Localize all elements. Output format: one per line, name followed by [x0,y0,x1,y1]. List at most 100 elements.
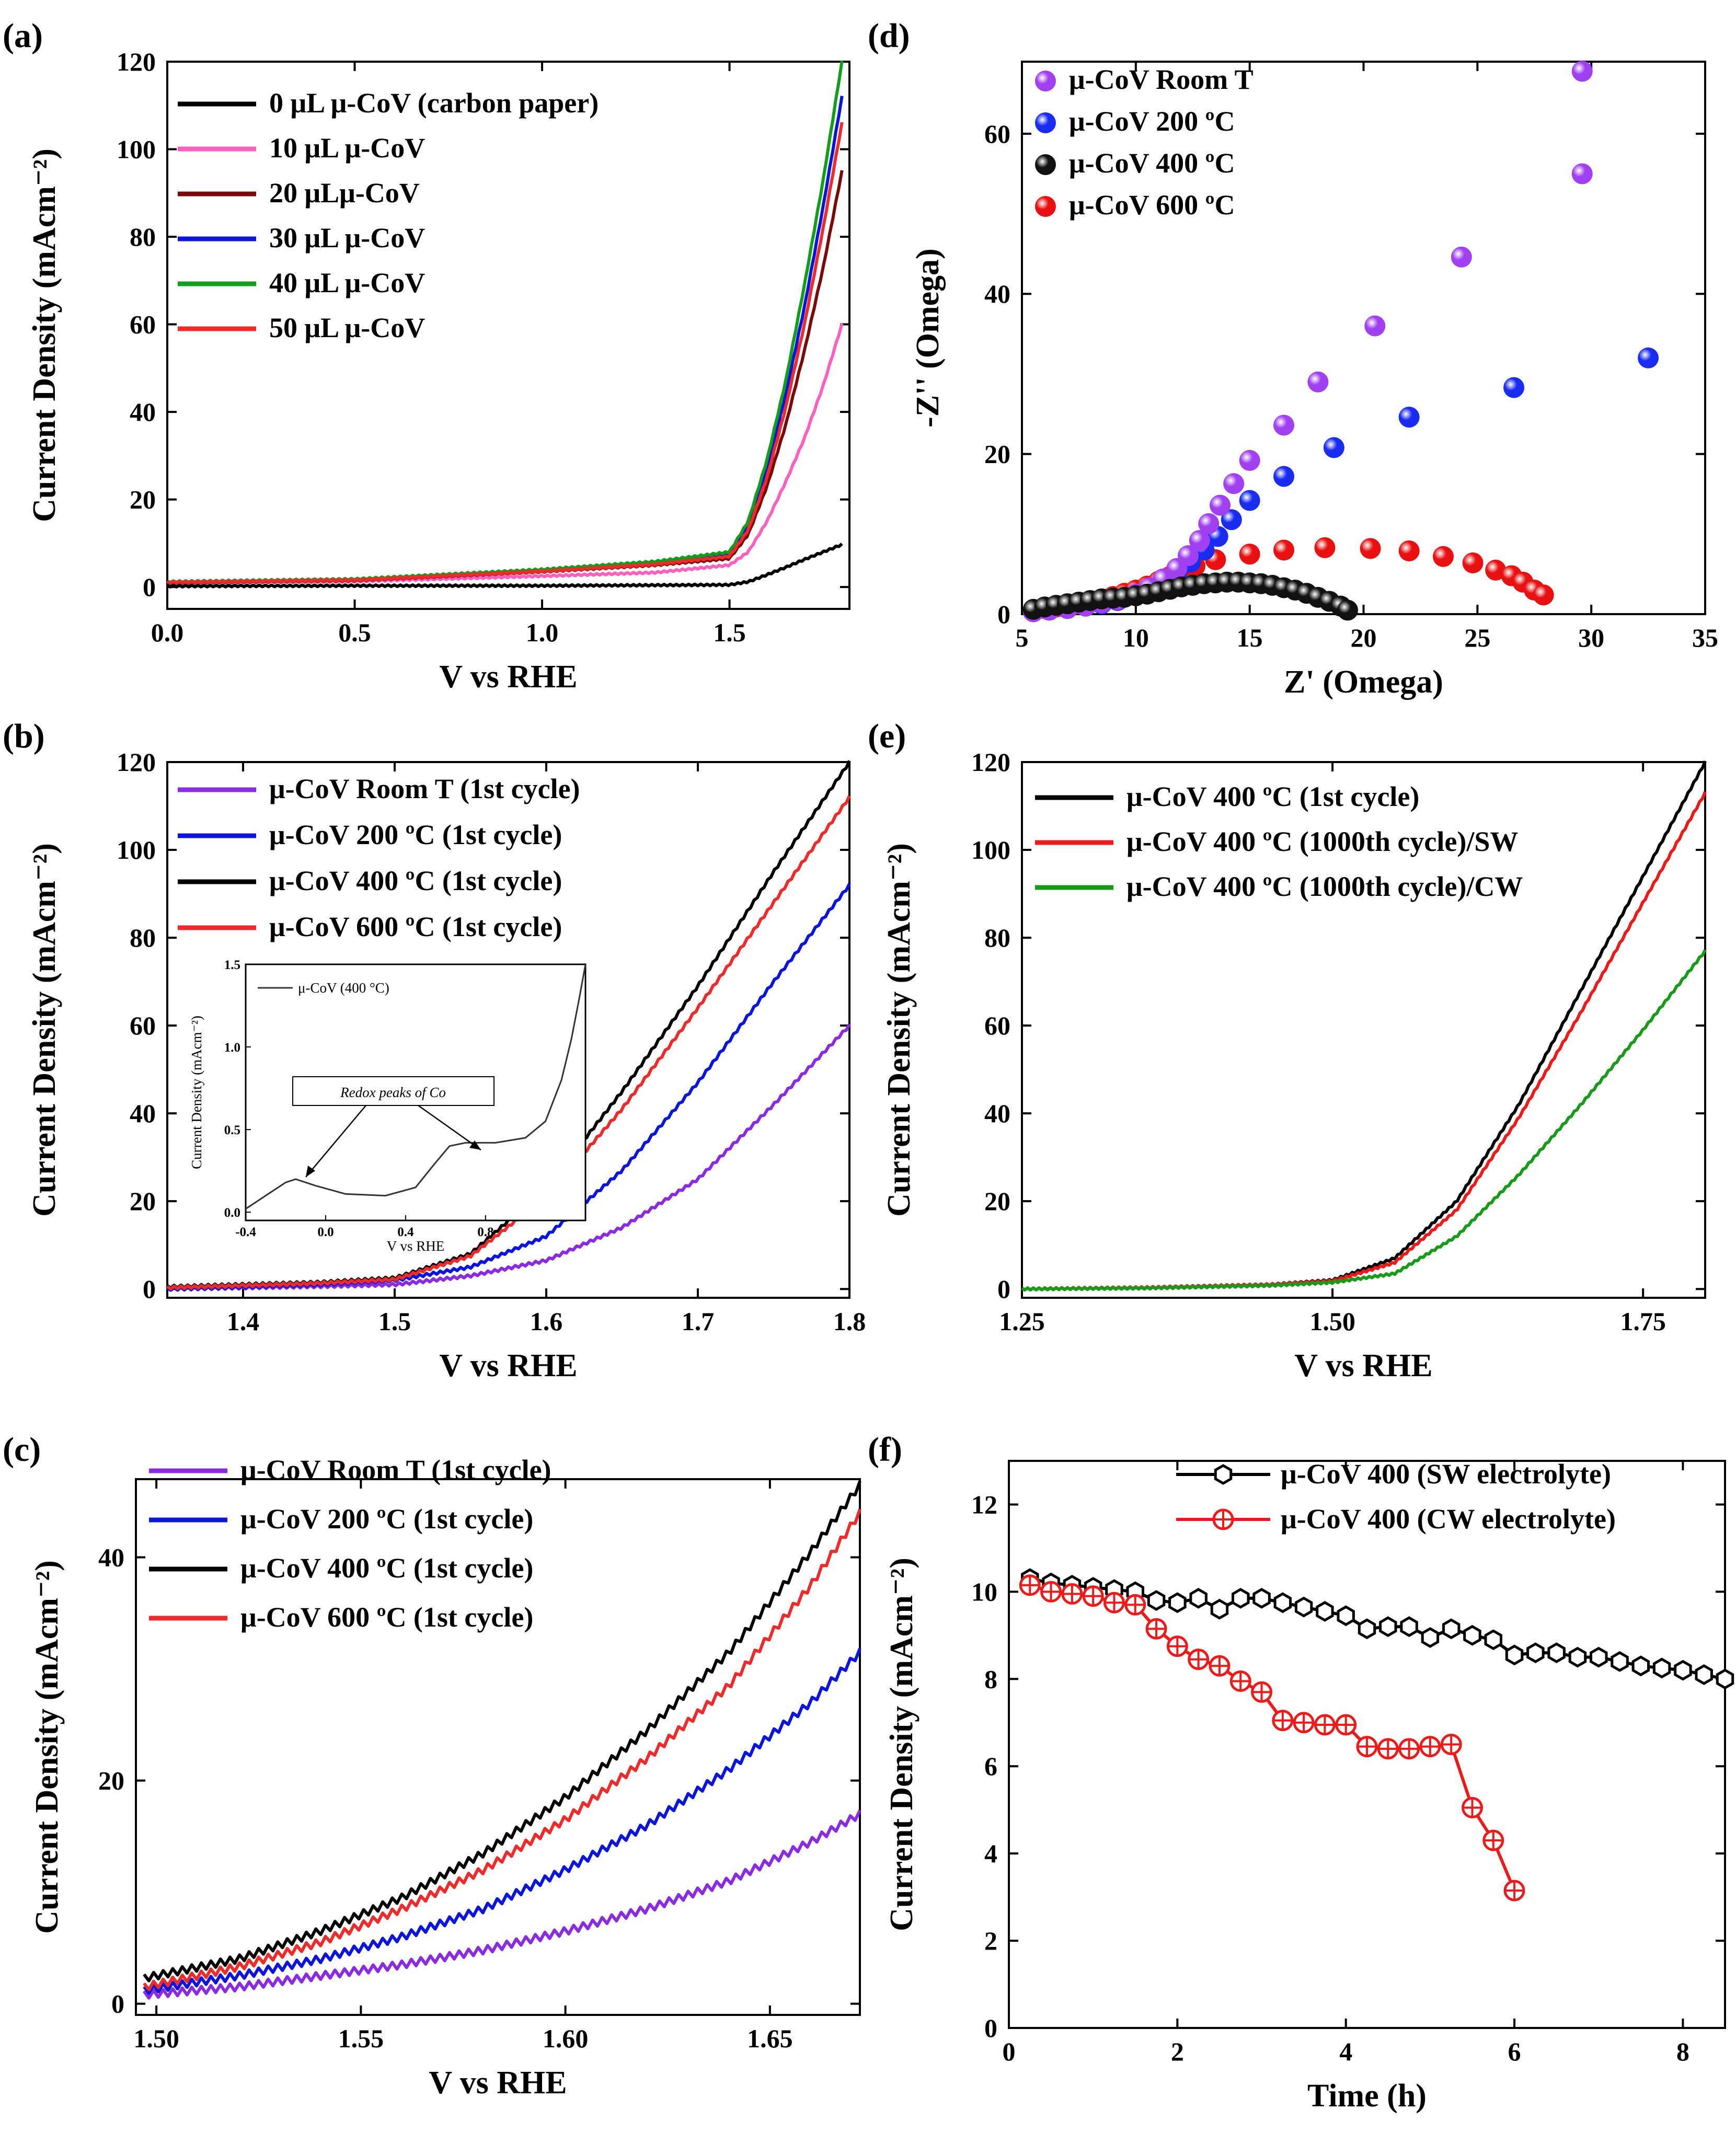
x-tick-label: 4 [1339,2037,1352,2066]
x-tick-label: 20 [1351,623,1377,652]
x-axis-title: V vs RHE [429,2065,567,2101]
x-tick-label: 1.4 [227,1307,260,1336]
inset-y-tick-label: 0.5 [224,1123,240,1137]
legend-label: μ-CoV 400 (SW electrolyte) [1281,1458,1611,1490]
y-tick-label: 0 [143,1274,156,1304]
x-tick-label: 30 [1578,623,1604,652]
hexagon-marker [1316,1601,1334,1622]
hexagon-marker [1252,1588,1271,1609]
y-tick-label: 80 [130,923,156,952]
panel-b-chart: 1.4 1.5 1.6 1.7 1.8 0 20 40 60 80 100 120 V vs RHE Cu… [27,747,866,1384]
y-tick-label: 0 [997,1274,1010,1304]
inset-y-tick-label: 1.0 [224,1041,240,1055]
hexagon-marker [1716,1668,1734,1690]
x-tick-label: 0 [1003,2037,1016,2066]
y-tick-label: 40 [98,1542,124,1572]
annotation-arrowhead-1 [306,1166,315,1177]
hexagon-marker [1358,1618,1376,1640]
data-point [1223,473,1245,494]
data-point [1638,347,1659,368]
y-tick-label: 60 [984,119,1010,148]
panel-c-chart: 1.50 1.55 1.60 1.65 0 20 40 V vs RHE Current Den… [29,1454,861,2101]
hexagon-marker [1484,1629,1502,1651]
x-tick-label: 2 [1171,2037,1184,2066]
y-axis-title: -Z'' (Omega) [910,248,946,428]
data-point [1462,552,1484,573]
legend-label: 20 μLμ-CoV [269,177,420,209]
hexagon-marker [1611,1651,1629,1672]
data-point [1273,466,1295,487]
y-tick-label: 20 [98,1766,124,1795]
panel-e-chart: 1.25 1.50 1.75 0 20 40 60 80 100 120 V vs RHE Curre… [881,747,1707,1384]
data-point [1398,407,1420,428]
legend-label: μ-CoV 400 ºC (1st cycle) [1126,781,1419,812]
x-axis-title: V vs RHE [439,659,577,695]
data-point [1451,246,1472,268]
y-tick-label: 120 [117,47,156,76]
hexagon-marker [1379,1616,1397,1638]
hexagon-marker [1294,1596,1313,1618]
x-tick-label: 6 [1508,2037,1521,2066]
legend-label: μ-CoV 400 ºC (1000th cycle)/CW [1126,871,1523,902]
hexagon-marker [1189,1588,1208,1609]
hexagon-marker [1337,1605,1355,1627]
hexagon-marker [1232,1588,1250,1609]
y-tick-label: 0 [143,572,156,602]
hexagon-marker [1631,1655,1650,1677]
data-point [1239,449,1260,471]
hexagon-marker [1463,1624,1481,1646]
x-tick-label: 8 [1676,2037,1689,2066]
legend-label: μ-CoV 400 ºC (1st cycle) [240,1552,533,1584]
y-tick-label: 20 [130,485,156,514]
legend-label: μ-CoV 200 ºC [1069,106,1235,137]
y-tick-label: 40 [984,279,1010,308]
x-tick-label: 1.8 [833,1307,866,1336]
y-tick-label: 12 [971,1490,997,1519]
legend-label: μ-CoV 400 ºC (1st cycle) [269,865,562,896]
annotation-arrow-2 [418,1104,481,1151]
data-point [1239,544,1260,565]
data-point [1198,513,1220,534]
y-tick-label: 10 [971,1577,997,1606]
hexagon-marker [1695,1664,1713,1685]
y-tick-label: 2 [984,1926,997,1955]
series-line-3 [1021,949,1707,1292]
data-point [1221,509,1242,531]
series-line-4 [166,795,851,1290]
inset-x-tick-label: 0.0 [317,1225,334,1239]
inset-annotation-text: Redox peaks of Co [340,1085,446,1100]
hexagon-marker [1210,1598,1229,1620]
y-tick-label: 60 [984,1011,1010,1040]
y-tick-label: 6 [984,1751,997,1781]
plot-frame [1008,1460,1726,2029]
hexagon-marker [1421,1627,1440,1648]
y-tick-label: 40 [130,397,156,427]
y-tick-label: 100 [117,835,156,864]
y-axis-title: Current Density (mAcm⁻²) [27,148,62,522]
panel-label-d: (d) [868,17,910,55]
x-tick-label: 10 [1123,623,1149,652]
hexagon-marker [1547,1642,1566,1664]
panel-label-e: (e) [868,717,906,755]
x-tick-label: 0.5 [338,618,371,647]
hexagon-marker [1214,1464,1233,1485]
x-axis-title: V vs RHE [1294,1348,1432,1384]
inset-curve [245,964,587,1210]
hexagon-marker [1526,1642,1545,1664]
legend-label: μ-CoV 600 ºC (1st cycle) [269,911,562,942]
data-point [1178,545,1199,567]
plot-frame [166,761,850,1299]
panel-d-chart: 5 10 15 20 25 30 35 0 20 40 60 Z' (Omega) -Z'' (Omeg… [910,61,1718,700]
hexagon-marker [1568,1646,1587,1668]
series-line-1 [143,1809,861,2000]
data-point [1273,414,1295,436]
hexagon-marker [1400,1616,1418,1638]
data-point [1273,539,1295,561]
y-tick-label: 100 [117,135,156,164]
x-tick-label: 15 [1237,623,1263,652]
x-tick-label: 35 [1692,623,1718,652]
legend-marker [1035,196,1056,217]
y-tick-label: 20 [984,1186,1010,1216]
legend-marker [1035,112,1056,133]
